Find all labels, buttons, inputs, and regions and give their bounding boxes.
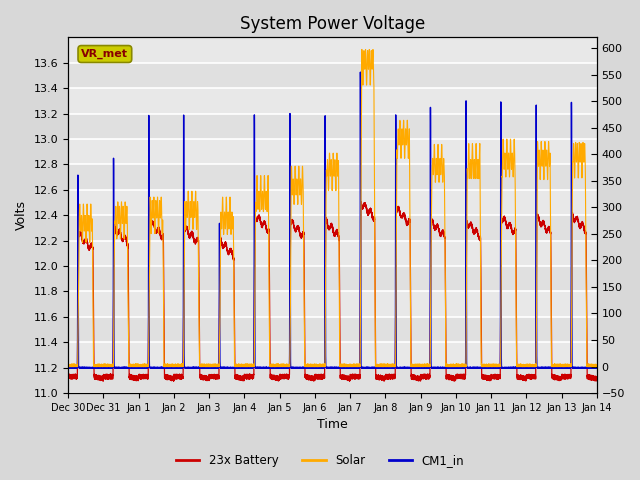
Bar bbox=[68, 291, 596, 317]
Bar bbox=[68, 139, 596, 165]
23x Battery bbox=[357, 199, 365, 204]
23x Battery bbox=[244, 376, 252, 382]
CM1_in bbox=[384, 365, 392, 371]
CM1_in bbox=[356, 69, 364, 75]
Bar bbox=[68, 215, 596, 240]
23x Battery bbox=[451, 376, 458, 382]
Solar bbox=[244, 364, 252, 370]
CM1_in bbox=[564, 365, 572, 371]
Bar bbox=[68, 368, 596, 393]
Bar bbox=[68, 114, 596, 139]
CM1_in bbox=[314, 364, 322, 370]
Y-axis label: Volts: Volts bbox=[15, 200, 28, 230]
23x Battery bbox=[314, 373, 322, 379]
Text: VR_met: VR_met bbox=[81, 49, 129, 59]
23x Battery bbox=[466, 222, 474, 228]
CM1_in bbox=[244, 365, 252, 371]
Solar bbox=[65, 364, 72, 370]
23x Battery bbox=[593, 376, 600, 382]
Solar bbox=[466, 174, 474, 180]
Line: 23x Battery: 23x Battery bbox=[68, 202, 596, 381]
23x Battery bbox=[571, 218, 579, 224]
Solar bbox=[314, 362, 322, 368]
Bar bbox=[68, 165, 596, 190]
CM1_in bbox=[451, 364, 458, 370]
23x Battery bbox=[346, 378, 353, 384]
Bar bbox=[68, 190, 596, 215]
Bar bbox=[68, 88, 596, 114]
Solar bbox=[64, 363, 72, 369]
CM1_in bbox=[466, 365, 474, 371]
23x Battery bbox=[64, 372, 72, 378]
Bar bbox=[68, 342, 596, 368]
Line: CM1_in: CM1_in bbox=[68, 72, 596, 368]
CM1_in bbox=[593, 365, 600, 371]
Bar bbox=[68, 266, 596, 291]
Bar bbox=[68, 63, 596, 88]
23x Battery bbox=[564, 372, 572, 377]
Bar bbox=[68, 240, 596, 266]
Solar bbox=[564, 363, 572, 369]
Solar bbox=[593, 362, 600, 368]
X-axis label: Time: Time bbox=[317, 419, 348, 432]
CM1_in bbox=[571, 364, 579, 370]
Solar bbox=[358, 47, 365, 52]
Solar bbox=[451, 362, 458, 368]
Title: System Power Voltage: System Power Voltage bbox=[240, 15, 425, 33]
Legend: 23x Battery, Solar, CM1_in: 23x Battery, Solar, CM1_in bbox=[171, 449, 469, 472]
Solar bbox=[571, 175, 579, 180]
Line: Solar: Solar bbox=[68, 49, 596, 367]
CM1_in bbox=[64, 364, 72, 370]
Bar bbox=[68, 317, 596, 342]
